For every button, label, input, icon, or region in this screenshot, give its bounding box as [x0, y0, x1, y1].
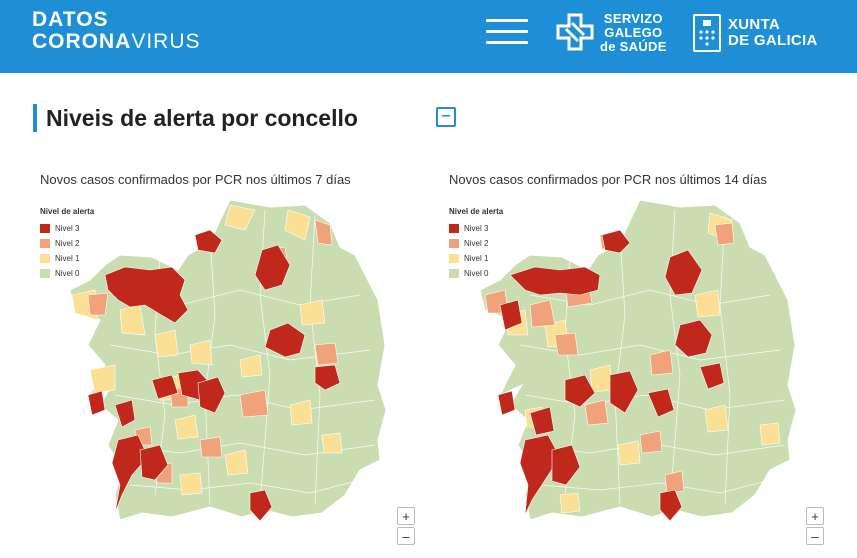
- legend-item-nivel2: Nivel 2: [40, 236, 94, 251]
- brand-line1: DATOS: [32, 8, 109, 31]
- map-legend: Nivel de alerta Nivel 3 Nivel 2 Nivel 1 …: [449, 207, 503, 281]
- map-title-7-days: Novos casos confirmados por PCR nos últi…: [40, 172, 351, 187]
- sergas-logo[interactable]: SERVIZO GALEGO de SAÚDE: [556, 12, 667, 54]
- map-title-14-days: Novos casos confirmados por PCR nos últi…: [449, 172, 767, 187]
- map-legend: Nivel de alerta Nivel 3 Nivel 2 Nivel 1 …: [40, 207, 94, 281]
- zoom-out-button-7-days[interactable]: –: [397, 527, 415, 545]
- collapse-button[interactable]: –: [436, 107, 456, 127]
- sergas-cross-icon: [556, 13, 594, 51]
- top-header: DATOS CORONAVIRUS SERVIZO GALEGO de SAÚD…: [0, 0, 857, 73]
- legend-item-nivel0: Nivel 0: [449, 266, 503, 281]
- xunta-logo[interactable]: XUNTA DE GALICIA: [693, 14, 818, 52]
- legend-item-nivel2: Nivel 2: [449, 236, 503, 251]
- galicia-map-14-days[interactable]: [470, 195, 810, 535]
- legend-item-nivel0: Nivel 0: [40, 266, 94, 281]
- hamburger-menu-icon[interactable]: [486, 19, 528, 47]
- legend-item-nivel1: Nivel 1: [449, 251, 503, 266]
- page-title: Niveis de alerta por concello: [46, 105, 358, 131]
- legend-title: Nivel de alerta: [40, 207, 95, 216]
- legend-item-nivel3: Nivel 3: [40, 221, 94, 236]
- galicia-map-7-days[interactable]: [60, 195, 400, 535]
- sergas-text: SERVIZO GALEGO de SAÚDE: [600, 11, 667, 54]
- section-heading: Niveis de alerta por concello: [33, 104, 358, 132]
- zoom-in-button-7-days[interactable]: +: [397, 507, 415, 525]
- brand-logo[interactable]: DATOS CORONAVIRUS: [32, 9, 201, 52]
- legend-item-nivel1: Nivel 1: [40, 251, 94, 266]
- legend-title: Nivel de alerta: [449, 207, 504, 216]
- zoom-in-button-14-days[interactable]: +: [806, 507, 824, 525]
- legend-item-nivel3: Nivel 3: [449, 221, 503, 236]
- brand-line2: CORONAVIRUS: [32, 30, 201, 53]
- xunta-text: XUNTA DE GALICIA: [728, 16, 818, 49]
- zoom-out-button-14-days[interactable]: –: [806, 527, 824, 545]
- xunta-shield-icon: [693, 14, 721, 52]
